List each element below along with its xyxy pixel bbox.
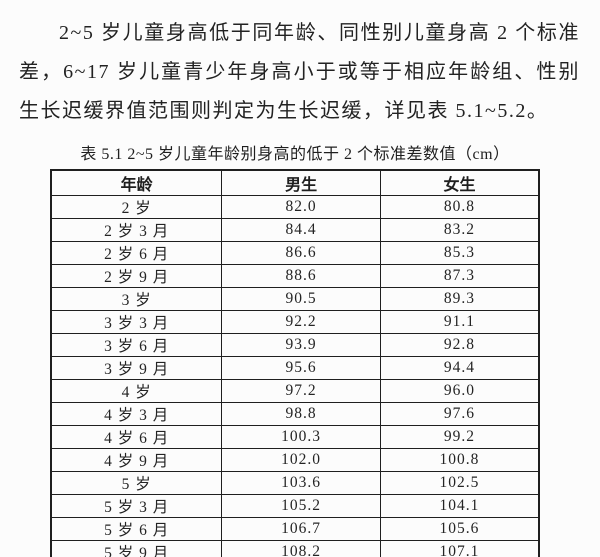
male-cell: 105.2 — [221, 494, 381, 518]
male-cell: 106.7 — [221, 517, 381, 541]
table-row: 4 岁 97.2 96.0 — [50, 379, 540, 403]
female-cell: 89.3 — [379, 287, 540, 311]
column-header-age: 年龄 — [50, 169, 223, 196]
table-row: 5 岁 103.6 102.5 — [50, 471, 540, 495]
age-cell: 4 岁 3 月 — [50, 402, 223, 426]
female-cell: 83.2 — [379, 218, 540, 242]
male-cell: 102.0 — [221, 448, 381, 472]
table-body: 2 岁 82.0 80.8 2 岁 3 月 84.4 83.2 2 岁 6 月 … — [50, 195, 540, 557]
female-cell: 92.8 — [379, 333, 540, 357]
female-cell: 87.3 — [379, 264, 540, 288]
age-cell: 5 岁 — [50, 471, 223, 495]
male-cell: 93.9 — [221, 333, 381, 357]
female-cell: 104.1 — [379, 494, 540, 518]
table-row: 5 岁 3 月 105.2 104.1 — [50, 494, 540, 518]
age-cell: 5 岁 9 月 — [50, 540, 223, 557]
male-cell: 103.6 — [221, 471, 381, 495]
age-cell: 4 岁 9 月 — [50, 448, 223, 472]
male-cell: 82.0 — [221, 195, 381, 219]
age-cell: 4 岁 — [50, 379, 223, 403]
table-row: 2 岁 9 月 88.6 87.3 — [50, 264, 540, 288]
table-row: 4 岁 9 月 102.0 100.8 — [50, 448, 540, 472]
female-cell: 96.0 — [379, 379, 540, 403]
table-row: 3 岁 6 月 93.9 92.8 — [50, 333, 540, 357]
age-cell: 2 岁 — [50, 195, 223, 219]
female-cell: 100.8 — [379, 448, 540, 472]
intro-paragraph: 2~5 岁儿童身高低于同年龄、同性别儿童身高 2 个标准差，6~17 岁儿童青少… — [19, 22, 580, 122]
age-cell: 2 岁 9 月 — [50, 264, 223, 288]
height-standard-table: 年龄 男生 女生 2 岁 82.0 80.8 2 岁 3 月 84.4 83.2… — [50, 169, 540, 557]
document-page: 2~5 岁儿童身高低于同年龄、同性别儿童身高 2 个标准差，6~17 岁儿童青少… — [0, 14, 600, 557]
table-row: 2 岁 3 月 84.4 83.2 — [50, 218, 540, 242]
table-row: 3 岁 3 月 92.2 91.1 — [50, 310, 540, 334]
female-cell: 99.2 — [379, 425, 540, 449]
table-row: 5 岁 9 月 108.2 107.1 — [50, 540, 540, 557]
table-title: 表 5.1 2~5 岁儿童年龄别身高的低于 2 个标准差数值（cm） — [80, 146, 510, 163]
female-cell: 97.6 — [379, 402, 540, 426]
female-cell: 102.5 — [379, 471, 540, 495]
table-row: 3 岁 9 月 95.6 94.4 — [50, 356, 540, 380]
female-cell: 80.8 — [379, 195, 540, 219]
table-row: 4 岁 3 月 98.8 97.6 — [50, 402, 540, 426]
table-row: 5 岁 6 月 106.7 105.6 — [50, 517, 540, 541]
female-cell: 94.4 — [379, 356, 540, 380]
male-cell: 108.2 — [221, 540, 381, 557]
male-cell: 92.2 — [221, 310, 381, 334]
age-cell: 5 岁 6 月 — [50, 517, 223, 541]
female-cell: 91.1 — [379, 310, 540, 334]
male-cell: 84.4 — [221, 218, 381, 242]
age-cell: 2 岁 6 月 — [50, 241, 223, 265]
age-cell: 2 岁 3 月 — [50, 218, 223, 242]
age-cell: 3 岁 9 月 — [50, 356, 223, 380]
table-row: 3 岁 90.5 89.3 — [50, 287, 540, 311]
table-header: 年龄 男生 女生 — [50, 169, 540, 196]
column-header-female: 女生 — [379, 169, 540, 196]
male-cell: 88.6 — [221, 264, 381, 288]
male-cell: 95.6 — [221, 356, 381, 380]
female-cell: 107.1 — [379, 540, 540, 557]
male-cell: 90.5 — [221, 287, 381, 311]
age-cell: 3 岁 — [50, 287, 223, 311]
age-cell: 3 岁 3 月 — [50, 310, 223, 334]
age-cell: 4 岁 6 月 — [50, 425, 223, 449]
column-header-male: 男生 — [221, 169, 381, 196]
age-cell: 5 岁 3 月 — [50, 494, 223, 518]
table-row: 2 岁 82.0 80.8 — [50, 195, 540, 219]
female-cell: 105.6 — [379, 517, 540, 541]
table-header-row: 年龄 男生 女生 — [50, 169, 540, 196]
male-cell: 86.6 — [221, 241, 381, 265]
male-cell: 97.2 — [221, 379, 381, 403]
male-cell: 100.3 — [221, 425, 381, 449]
age-cell: 3 岁 6 月 — [50, 333, 223, 357]
table-row: 2 岁 6 月 86.6 85.3 — [50, 241, 540, 265]
male-cell: 98.8 — [221, 402, 381, 426]
table-row: 4 岁 6 月 100.3 99.2 — [50, 425, 540, 449]
female-cell: 85.3 — [379, 241, 540, 265]
